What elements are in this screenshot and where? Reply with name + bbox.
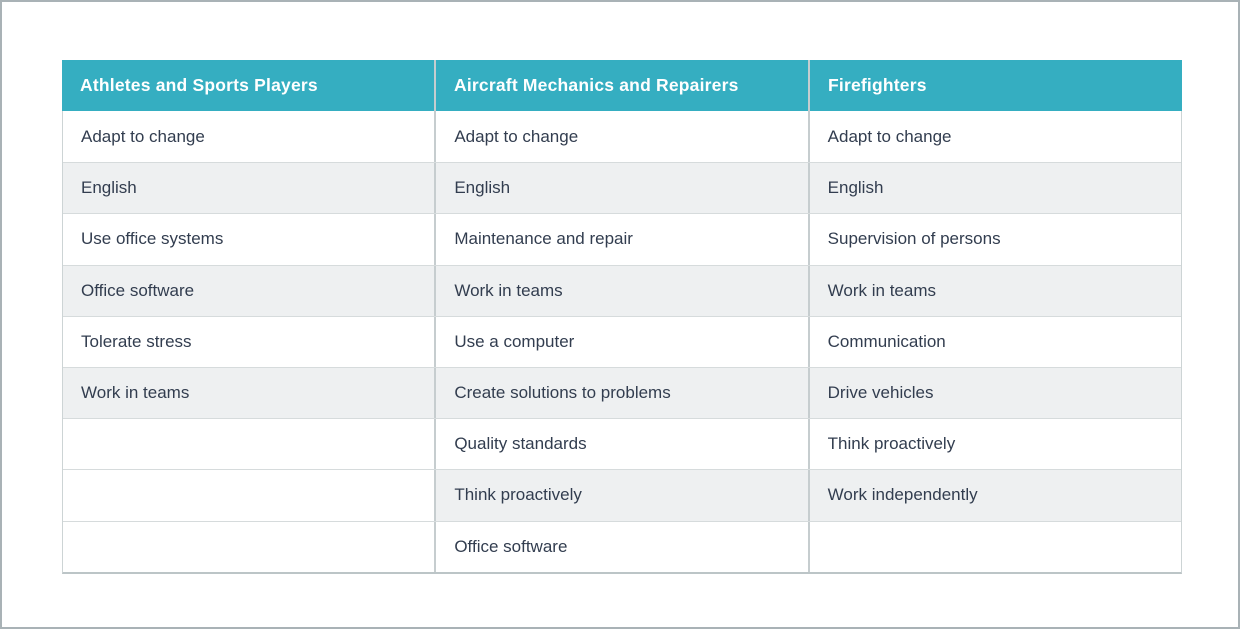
table-cell: Office software bbox=[434, 521, 808, 572]
table-cell: Drive vehicles bbox=[807, 367, 1181, 419]
table-cell bbox=[63, 521, 435, 572]
skills-comparison-table: Athletes and Sports Players Aircraft Mech… bbox=[62, 60, 1182, 574]
table-cell: Tolerate stress bbox=[63, 316, 435, 367]
table-cell: Adapt to change bbox=[807, 111, 1181, 163]
table-cell: English bbox=[807, 163, 1181, 214]
table-row: Adapt to change Adapt to change Adapt to c… bbox=[63, 111, 1181, 163]
table-cell bbox=[63, 470, 435, 521]
table-row: Office software bbox=[63, 520, 1181, 572]
table-cell: Maintenance and repair bbox=[434, 214, 808, 265]
table-cell: Office software bbox=[63, 265, 435, 316]
table-row: Tolerate stress Use a computer Communicati… bbox=[63, 315, 1181, 367]
table-cell: Adapt to change bbox=[434, 111, 808, 163]
table-cell: Think proactively bbox=[434, 470, 808, 521]
table-cell: Work in teams bbox=[63, 367, 435, 419]
table-row: Think proactively Work independently bbox=[63, 469, 1181, 521]
table-cell: Use office systems bbox=[63, 214, 435, 265]
table-row: Quality standards Think proactively bbox=[63, 418, 1181, 470]
table-cell: Use a computer bbox=[434, 316, 808, 367]
table-body: Adapt to change Adapt to change Adapt to c… bbox=[63, 111, 1181, 572]
column-header: Aircraft Mechanics and Repairers bbox=[434, 60, 808, 111]
table-cell: Adapt to change bbox=[63, 111, 435, 163]
table-row: Work in teams Create solutions to problem… bbox=[63, 366, 1181, 419]
table-cell bbox=[807, 521, 1181, 572]
table-cell: Work in teams bbox=[807, 265, 1181, 316]
table-row: Use office systems Maintenance and repair… bbox=[63, 213, 1181, 265]
table-cell: Quality standards bbox=[434, 419, 808, 470]
column-header: Athletes and Sports Players bbox=[80, 75, 318, 95]
table-row: English English English bbox=[63, 162, 1181, 214]
table-header-row: Athletes and Sports Players Aircraft Mech… bbox=[62, 60, 1182, 111]
table-cell: English bbox=[434, 163, 808, 214]
table-cell bbox=[63, 419, 435, 470]
table-cell: Think proactively bbox=[807, 419, 1181, 470]
table-row: Office software Work in teams Work in team… bbox=[63, 264, 1181, 316]
table-cell: Supervision of persons bbox=[807, 214, 1181, 265]
table-cell: Communication bbox=[807, 316, 1181, 367]
table-cell: English bbox=[63, 163, 435, 214]
table-cell: Create solutions to problems bbox=[434, 367, 808, 419]
column-header: Firefighters bbox=[808, 60, 1182, 111]
table-cell: Work independently bbox=[807, 470, 1181, 521]
table-cell: Work in teams bbox=[434, 265, 808, 316]
